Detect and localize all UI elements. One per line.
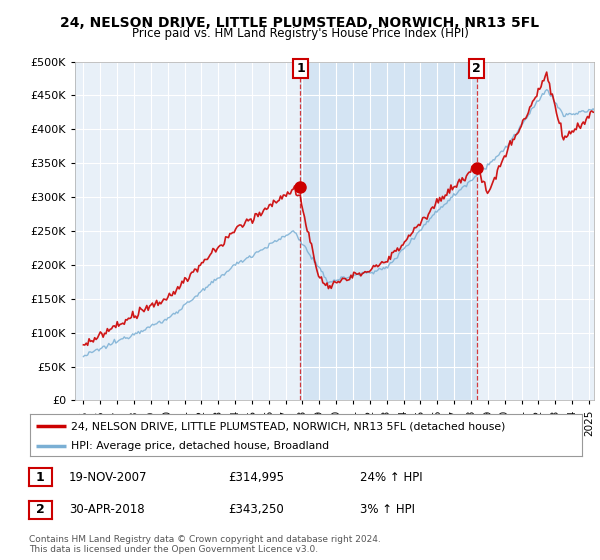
Text: £314,995: £314,995 xyxy=(228,470,284,484)
Text: 24% ↑ HPI: 24% ↑ HPI xyxy=(360,470,422,484)
Text: 1: 1 xyxy=(36,470,44,484)
Text: HPI: Average price, detached house, Broadland: HPI: Average price, detached house, Broa… xyxy=(71,441,329,451)
Text: 24, NELSON DRIVE, LITTLE PLUMSTEAD, NORWICH, NR13 5FL (detached house): 24, NELSON DRIVE, LITTLE PLUMSTEAD, NORW… xyxy=(71,421,506,431)
Text: 24, NELSON DRIVE, LITTLE PLUMSTEAD, NORWICH, NR13 5FL: 24, NELSON DRIVE, LITTLE PLUMSTEAD, NORW… xyxy=(61,16,539,30)
Bar xyxy=(301,62,476,400)
Text: 3% ↑ HPI: 3% ↑ HPI xyxy=(360,503,415,516)
Text: 1: 1 xyxy=(296,62,305,75)
Text: 2: 2 xyxy=(36,503,44,516)
Text: Price paid vs. HM Land Registry's House Price Index (HPI): Price paid vs. HM Land Registry's House … xyxy=(131,27,469,40)
Text: Contains HM Land Registry data © Crown copyright and database right 2024.
This d: Contains HM Land Registry data © Crown c… xyxy=(29,535,380,554)
Text: 2: 2 xyxy=(472,62,481,75)
Text: 19-NOV-2007: 19-NOV-2007 xyxy=(69,470,148,484)
Text: 30-APR-2018: 30-APR-2018 xyxy=(69,503,145,516)
Text: £343,250: £343,250 xyxy=(228,503,284,516)
